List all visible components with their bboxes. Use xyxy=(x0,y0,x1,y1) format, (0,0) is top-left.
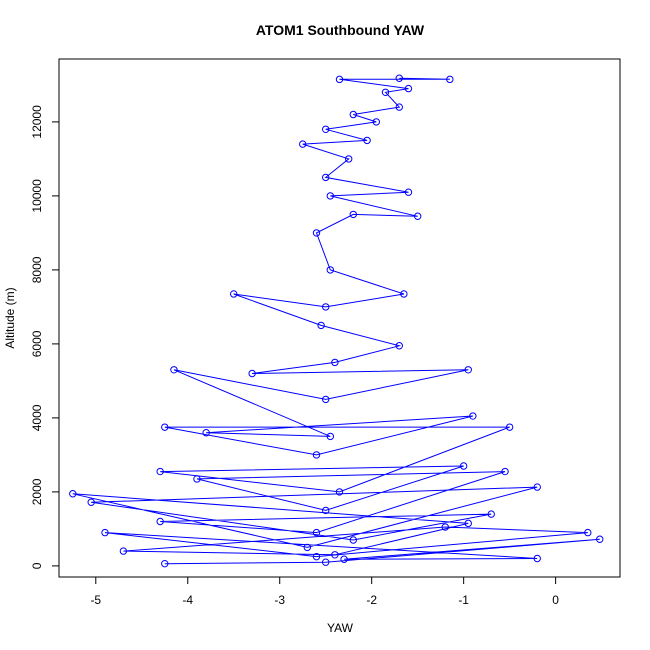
y-tick-label: 10000 xyxy=(30,179,44,213)
data-point xyxy=(331,358,339,367)
data-point xyxy=(322,303,330,311)
data-point xyxy=(395,342,403,350)
data-point xyxy=(161,559,169,568)
data-point xyxy=(312,528,321,537)
data-point xyxy=(101,528,109,537)
x-tick-label: -5 xyxy=(90,593,101,607)
y-tick-label: 4000 xyxy=(30,404,44,431)
data-point xyxy=(596,535,604,543)
data-point xyxy=(400,290,408,298)
data-point xyxy=(156,467,164,476)
x-tick-label: -1 xyxy=(458,593,469,607)
data-point xyxy=(322,395,330,404)
data-point xyxy=(349,110,357,119)
data-point xyxy=(193,475,201,483)
data-point xyxy=(464,519,472,528)
series-line xyxy=(72,77,600,565)
data-point xyxy=(584,528,592,537)
data-point xyxy=(326,192,335,200)
data-point xyxy=(533,554,541,563)
data-point xyxy=(349,536,357,544)
x-axis-label: YAW xyxy=(327,621,354,635)
data-point xyxy=(335,488,344,496)
y-tick-label: 12000 xyxy=(30,105,44,139)
data-point xyxy=(156,517,164,526)
data-point xyxy=(202,429,210,437)
data-point xyxy=(87,498,95,506)
x-tick-label: -2 xyxy=(366,593,377,607)
data-point xyxy=(322,125,330,134)
x-axis: -5 -4 -3 -2 -1 0 xyxy=(90,576,559,607)
data-point xyxy=(404,84,413,93)
data-point xyxy=(170,366,178,374)
y-tick-label: 2000 xyxy=(30,478,44,505)
data-point xyxy=(505,423,514,431)
data-point xyxy=(312,229,321,237)
y-tick-label: 0 xyxy=(30,562,44,569)
data-point xyxy=(395,74,403,82)
x-tick-label: -4 xyxy=(182,593,193,607)
data-point xyxy=(344,155,353,163)
y-tick-label: 6000 xyxy=(30,330,44,357)
data-point xyxy=(459,462,468,470)
data-point xyxy=(317,321,325,330)
data-point xyxy=(331,551,339,559)
data-point xyxy=(404,188,413,196)
data-point xyxy=(469,412,477,420)
data-point xyxy=(395,103,403,111)
data-point xyxy=(487,510,495,518)
data-point xyxy=(335,75,344,84)
data-point xyxy=(446,75,454,84)
data-point xyxy=(381,88,390,97)
data-point xyxy=(312,552,321,561)
data-point xyxy=(363,136,371,145)
data-point xyxy=(501,467,509,476)
y-axis-label: Altitude (m) xyxy=(3,287,17,348)
data-point xyxy=(322,506,330,515)
chart-title: ATOM1 Southbound YAW xyxy=(256,22,425,38)
data-point xyxy=(372,118,380,126)
data-point xyxy=(464,366,472,374)
data-point xyxy=(119,547,128,555)
data-point xyxy=(69,490,77,498)
data-point xyxy=(326,266,335,274)
data-point xyxy=(349,210,357,219)
data-point xyxy=(441,523,449,531)
data-point xyxy=(340,555,348,563)
data-point xyxy=(322,173,330,182)
data-point xyxy=(161,423,169,431)
y-tick-label: 8000 xyxy=(30,256,44,283)
x-tick-label: 0 xyxy=(552,593,559,607)
data-point xyxy=(303,543,312,552)
data-point xyxy=(312,451,321,459)
data-point xyxy=(230,290,238,298)
data-point xyxy=(413,212,422,220)
y-axis: 0 2000 4000 6000 8000 10000 12000 xyxy=(30,105,60,569)
data-point xyxy=(322,558,330,566)
data-point xyxy=(326,432,335,441)
data-point xyxy=(533,483,541,491)
data-point xyxy=(248,369,256,378)
data-layer xyxy=(69,74,604,568)
x-tick-label: -3 xyxy=(274,593,285,607)
data-point xyxy=(299,140,307,148)
